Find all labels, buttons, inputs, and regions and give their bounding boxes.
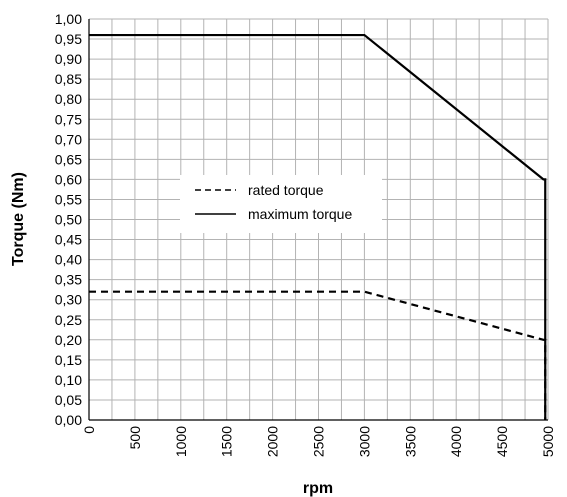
x-tick-labels: 0 500 1000 1500 2000 2500 3000 3500 4000 4500 5000 bbox=[81, 426, 556, 457]
series-line-rated-torque bbox=[89, 290, 547, 420]
y-tick-label: 0,00 bbox=[55, 412, 82, 428]
y-tick-label: 1,00 bbox=[55, 11, 82, 27]
y-tick-label: 0,25 bbox=[55, 312, 82, 328]
y-tick-label: 0,70 bbox=[55, 131, 82, 147]
x-tick-label: 2000 bbox=[265, 426, 281, 457]
series-lines bbox=[89, 33, 547, 420]
y-tick-label: 0,60 bbox=[55, 171, 82, 187]
y-axis-title: Torque (Nm) bbox=[10, 172, 27, 266]
x-tick-label: 4500 bbox=[494, 426, 510, 457]
x-tick-label: 2500 bbox=[311, 426, 327, 457]
y-tick-labels: 0,00 0,05 0,10 0,15 0,20 0,25 0,30 0,35 0,40 0,45… bbox=[55, 11, 82, 428]
y-tick-label: 0,90 bbox=[55, 51, 82, 67]
x-tick-label: 4000 bbox=[448, 426, 464, 457]
y-tick-label: 0,55 bbox=[55, 191, 82, 207]
x-tick-label: 3500 bbox=[402, 426, 418, 457]
series-line-maximum-torque bbox=[89, 33, 547, 420]
y-tick-label: 0,35 bbox=[55, 272, 82, 288]
x-tick-label: 3000 bbox=[356, 426, 372, 457]
y-tick-label: 0,95 bbox=[55, 31, 82, 47]
legend-label-maximum-torque: maximum torque bbox=[248, 206, 352, 222]
legend-box bbox=[180, 175, 382, 233]
y-tick-label: 0,15 bbox=[55, 352, 82, 368]
y-tick-label: 0,40 bbox=[55, 252, 82, 268]
y-tick-label: 0,10 bbox=[55, 372, 82, 388]
x-axis-title: rpm bbox=[303, 480, 333, 497]
x-tick-label: 1000 bbox=[173, 426, 189, 457]
x-tick-label: 500 bbox=[127, 426, 143, 450]
y-tick-label: 0,85 bbox=[55, 71, 82, 87]
y-tick-label: 0,75 bbox=[55, 111, 82, 127]
y-tick-label: 0,05 bbox=[55, 392, 82, 408]
y-tick-label: 0,65 bbox=[55, 151, 82, 167]
axes bbox=[88, 19, 548, 421]
legend: rated torque maximum torque bbox=[180, 175, 382, 233]
y-tick-label: 0,80 bbox=[55, 91, 82, 107]
y-tick-label: 0,20 bbox=[55, 332, 82, 348]
y-tick-label: 0,30 bbox=[55, 292, 82, 308]
x-tick-label: 1500 bbox=[219, 426, 235, 457]
legend-label-rated-torque: rated torque bbox=[248, 182, 324, 198]
y-tick-label: 0,45 bbox=[55, 232, 82, 248]
x-tick-label: 0 bbox=[81, 426, 97, 434]
x-tick-label: 5000 bbox=[540, 426, 556, 457]
y-tick-label: 0,50 bbox=[55, 212, 82, 228]
